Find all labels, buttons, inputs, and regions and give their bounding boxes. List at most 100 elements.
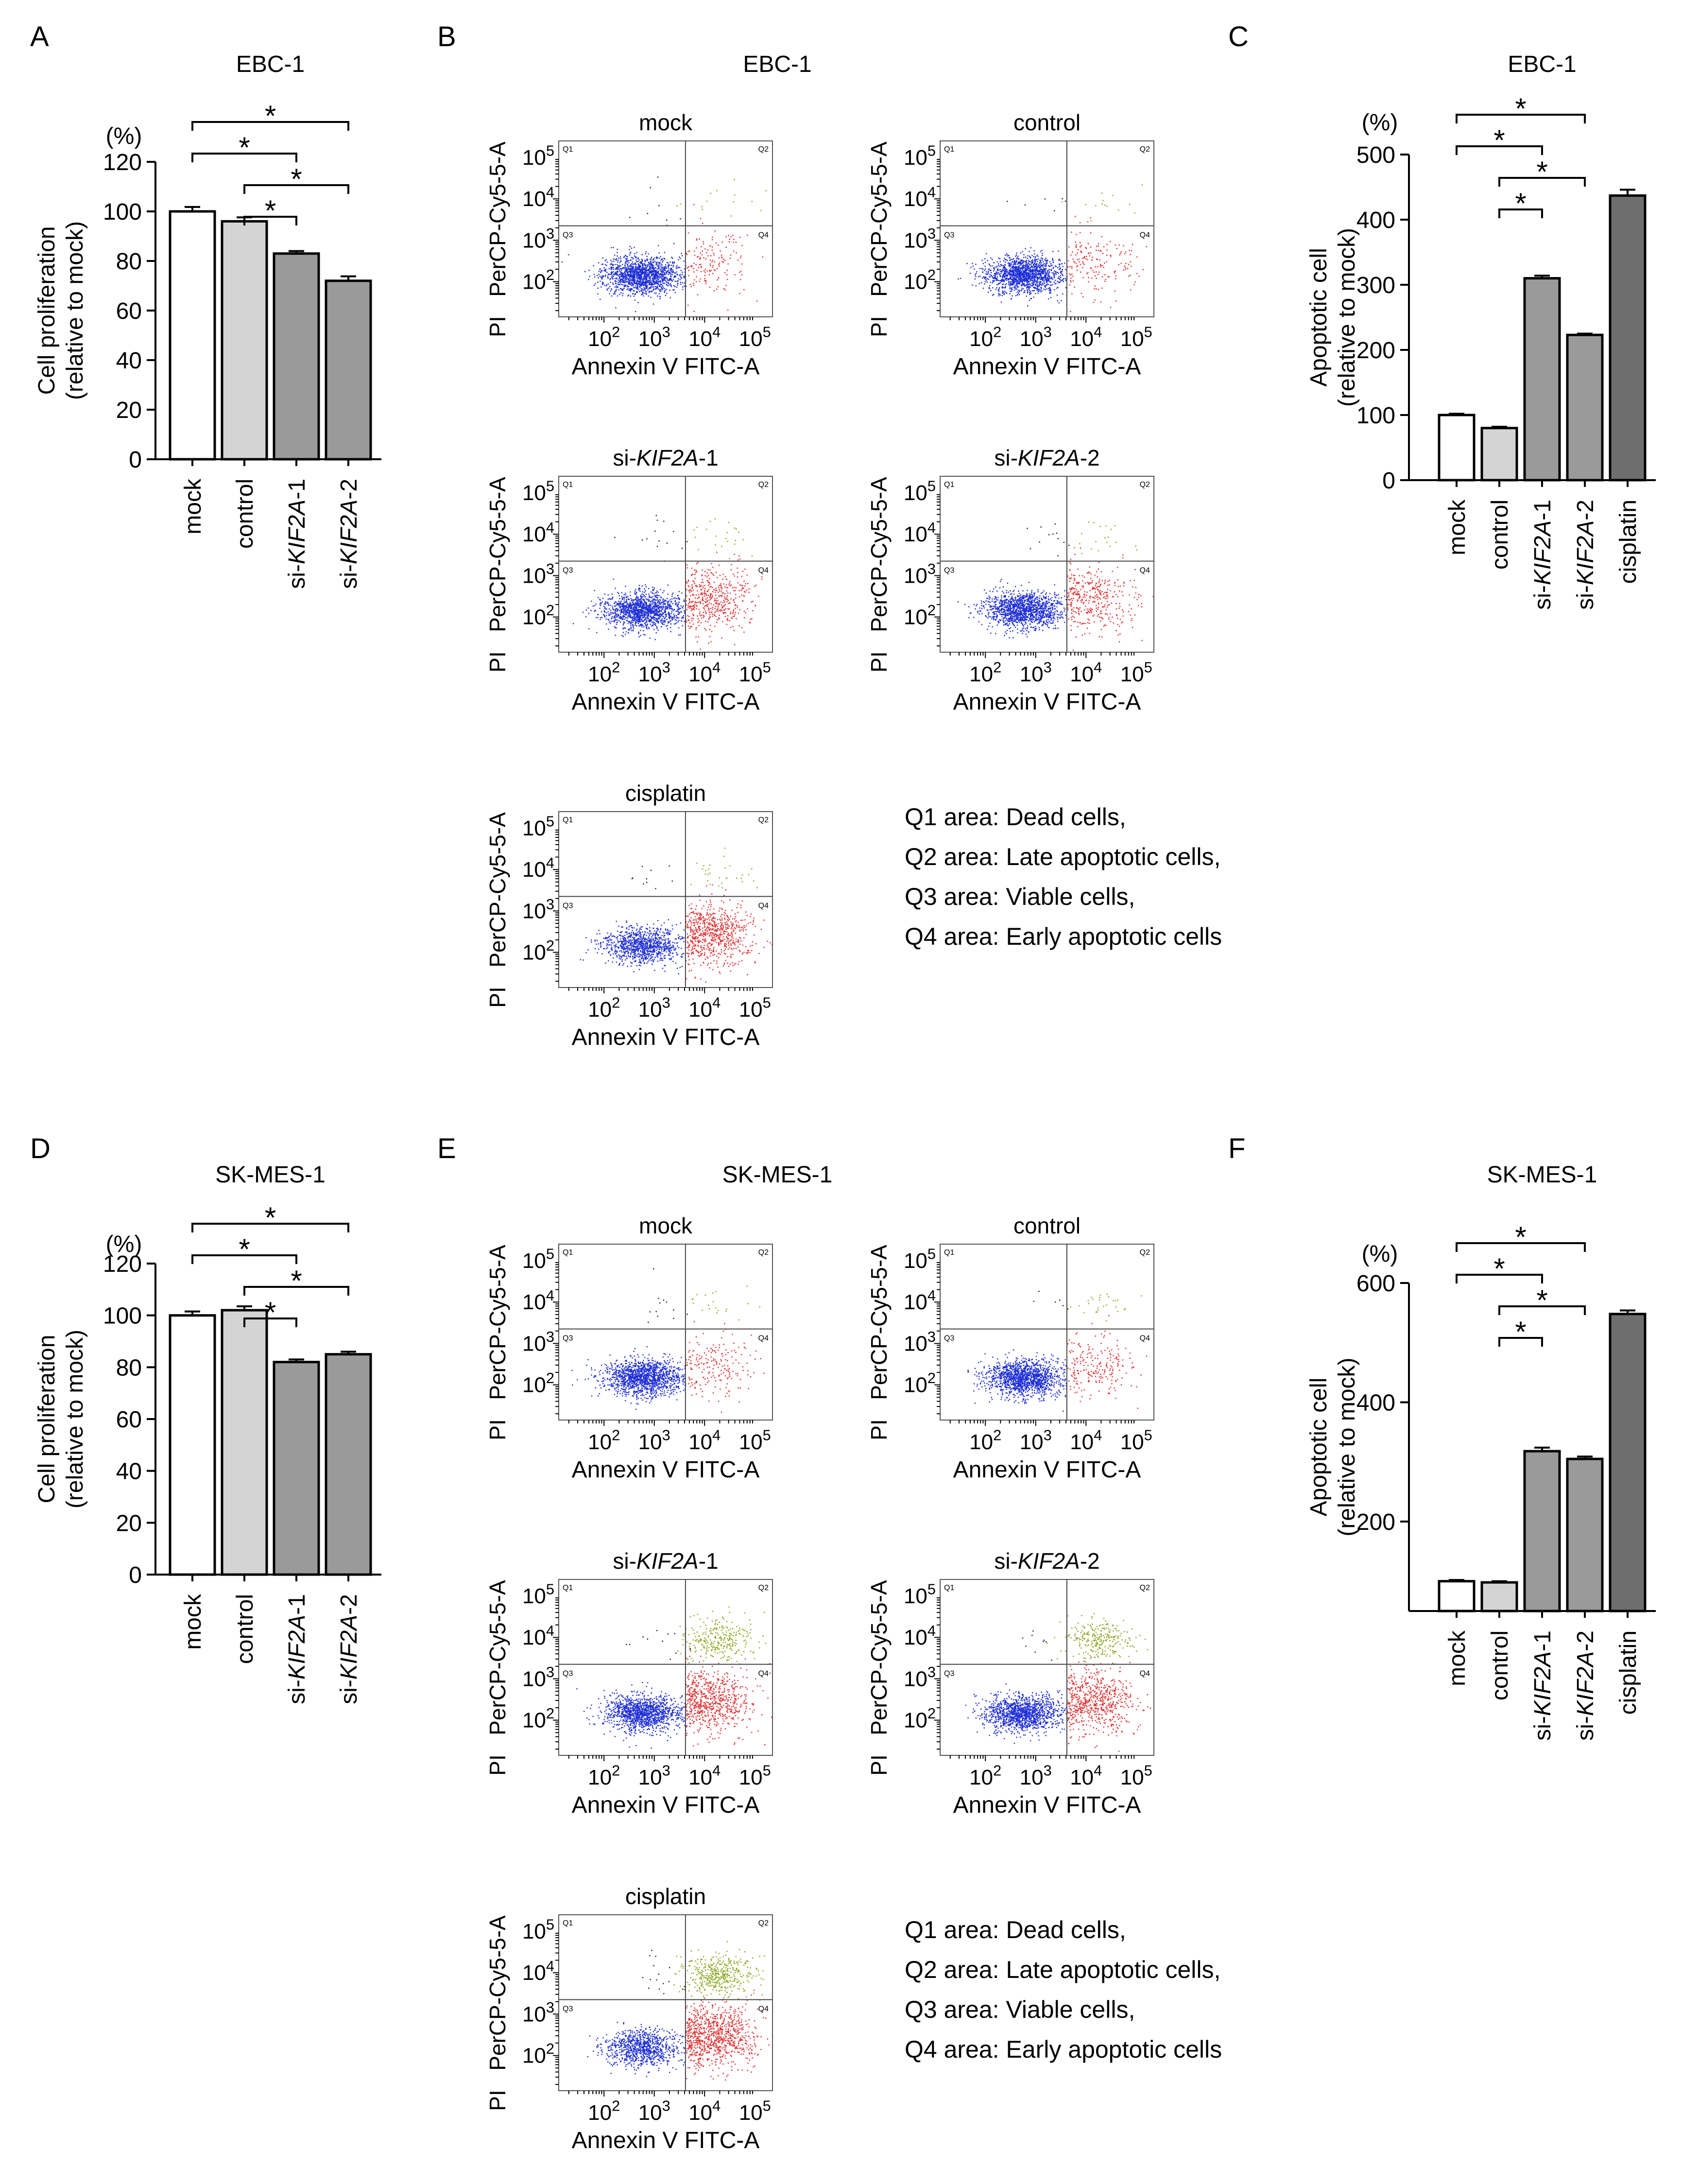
y-tick-label: 20 [116, 398, 142, 423]
population-early [686, 204, 764, 312]
flow-plot: control Q1 Q2 Q3 Q4 102 102 103 103 104 104 105 105 A… [866, 110, 1154, 380]
y-tick-label: 100 [103, 199, 142, 225]
y-axis-prefix: PI [485, 987, 510, 1007]
flow-plot-title: control [1013, 1213, 1081, 1238]
y-axis-title: PerCP-Cy5-5-A [485, 1245, 510, 1400]
x-tick-label: si-KIF2A-2 [336, 479, 362, 589]
x-tick-label: cisplatin [1615, 500, 1641, 584]
significance-bracket [243, 216, 297, 225]
quadrant-label-q4: Q4 [758, 567, 769, 575]
y-tick-label: 20 [116, 1510, 142, 1536]
y-tick-label: 104 [904, 1287, 936, 1314]
population-dead [631, 865, 673, 889]
population-viable [571, 1346, 686, 1410]
y-axis-prefix: PI [485, 1419, 510, 1440]
chart-title: SK-MES-1 [1487, 1162, 1597, 1188]
y-tick-label: 40 [116, 348, 142, 374]
quadrant-label-q3: Q3 [944, 1670, 954, 1678]
population-early [685, 1990, 770, 2081]
quadrant-label-q2: Q2 [758, 481, 769, 489]
population-early [1067, 1315, 1148, 1409]
significance-bracket [191, 1254, 297, 1264]
flow-plot-frame [940, 140, 1154, 317]
y-axis-prefix: PI [485, 316, 510, 337]
x-tick-label: 103 [1020, 1762, 1052, 1789]
y-tick-label: 0 [1382, 468, 1395, 494]
quadrant-label-q1: Q1 [563, 1584, 573, 1592]
flow-plot: cisplatin Q1 Q2 Q3 Q4 102 102 103 103 104 104 105 10… [485, 780, 773, 1050]
y-tick-label: 103 [904, 225, 936, 252]
y-tick-label: 105 [522, 1581, 554, 1608]
quadrant-label-q4: Q4 [1140, 231, 1150, 240]
population-dead [1027, 523, 1070, 556]
flow-plot: si-KIF2A-2 Q1 Q2 Q3 Q4 102 102 103 103 104 104 105 1… [866, 445, 1154, 715]
y-tick-label: 105 [904, 1581, 936, 1608]
x-axis-title: Annexin V FITC-A [953, 689, 1141, 715]
legend-line: Q3 area: Viable cells, [905, 1990, 1222, 2029]
flow-points [580, 848, 773, 983]
y-axis-title: PerCP-Cy5-5-A [866, 1580, 892, 1735]
quadrant-label-q3: Q3 [944, 567, 954, 575]
y-tick-label: 60 [116, 298, 142, 324]
x-tick-label: si-KIF2A-1 [1530, 1630, 1556, 1741]
panel-letter-d: D [30, 1132, 51, 1165]
x-axis-title: Annexin V FITC-A [572, 1024, 760, 1050]
significance-star: * [1515, 187, 1526, 220]
x-axis-title: Annexin V FITC-A [572, 354, 760, 380]
x-tick-label: 105 [739, 1427, 771, 1454]
y-tick-label: 103 [522, 896, 554, 923]
y-tick-label: 102 [904, 1369, 936, 1397]
x-axis-title: Annexin V FITC-A [572, 1457, 760, 1483]
flow-plot-frame [558, 476, 773, 653]
quadrant-label-q1: Q1 [563, 816, 573, 824]
x-tick-label: 104 [1070, 1762, 1102, 1789]
quadrant-label-q3: Q3 [563, 1670, 573, 1678]
y-tick-label: 104 [904, 519, 936, 546]
x-axis-title: Annexin V FITC-A [953, 354, 1141, 380]
flow-panel-e: SK-MES-1 mock Q1 Q2 Q3 Q4 102 102 103 103 104 104 10… [485, 1162, 1154, 2153]
significance-star: * [265, 100, 276, 132]
y-tick-label: 102 [522, 266, 554, 294]
y-axis-prefix: PI [866, 651, 892, 672]
population-dead [626, 1629, 691, 1660]
y-tick-label: 103 [522, 225, 554, 252]
population-viable [958, 247, 1068, 307]
flow-plot-title: si-KIF2A-1 [613, 1548, 718, 1574]
x-tick-label: 102 [969, 1427, 1001, 1454]
y-axis-title: PerCP-Cy5-5-A [485, 141, 510, 297]
y-tick-label: 104 [522, 519, 554, 546]
panel-letter-f: F [1228, 1132, 1245, 1165]
quadrant-label-q1: Q1 [563, 1919, 573, 1927]
flow-points [965, 1613, 1151, 1752]
flow-plot-title: si-KIF2A-2 [994, 1548, 1099, 1574]
legend-line: Q1 area: Dead cells, [905, 1910, 1222, 1950]
flow-plot: mock Q1 Q2 Q3 Q4 102 102 103 103 104 104 105 105 Anne… [485, 1213, 773, 1483]
y-tick-label: 102 [904, 602, 936, 629]
quadrant-label-q1: Q1 [563, 145, 573, 154]
quadrant-label-q4: Q4 [758, 2005, 769, 2013]
significance-bracket [1498, 1337, 1543, 1347]
flow-plot-title: cisplatin [625, 780, 706, 806]
significance-star: * [291, 1265, 302, 1297]
y-tick-label: 105 [904, 142, 936, 170]
x-tick-label: mock [180, 1594, 206, 1650]
y-unit-label: (%) [1362, 110, 1398, 136]
x-tick-label: 105 [1120, 1427, 1152, 1454]
x-axis-title: Annexin V FITC-A [572, 689, 760, 715]
significance-star: * [239, 131, 250, 164]
y-tick-label: 102 [522, 602, 554, 629]
y-tick-label: 104 [522, 184, 554, 211]
quadrant-label-q2: Q2 [1140, 1584, 1150, 1592]
significance-star: * [1536, 156, 1547, 188]
population-early [686, 1321, 765, 1413]
y-tick-label: 104 [522, 1622, 554, 1649]
y-axis-title: PerCP-Cy5-5-A [866, 1245, 892, 1400]
y-axis-subtitle: (relative to mock) [62, 1330, 88, 1508]
quadrant-label-q2: Q2 [758, 1919, 769, 1927]
y-tick-label: 500 [1356, 142, 1395, 168]
legend-line: Q2 area: Late apoptotic cells, [905, 1950, 1222, 1990]
x-tick-label: si-KIF2A-2 [1573, 1630, 1598, 1741]
y-axis-prefix: PI [866, 1419, 892, 1440]
x-tick-label: 103 [638, 324, 670, 351]
y-axis-title: PerCP-Cy5-5-A [866, 141, 892, 297]
